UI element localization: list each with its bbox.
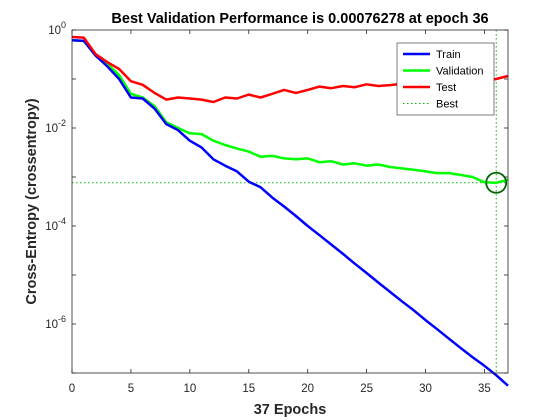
x-tick-label: 30	[419, 383, 432, 395]
x-axis-ticks: 0 5 10 15 20 25 30 35	[69, 30, 491, 395]
y-tick-base: 10	[48, 25, 61, 37]
legend-label-test: Test	[436, 82, 456, 94]
x-tick-label: 10	[183, 383, 196, 395]
legend-label-validation: Validation	[436, 66, 484, 78]
series-line-train	[71, 38, 509, 387]
legend: Train Validation Test Best	[396, 42, 495, 116]
x-tick-label: 20	[301, 383, 314, 395]
plot-frame	[71, 29, 509, 374]
y-tick-label: 10-6	[45, 314, 66, 331]
legend-label-best: Best	[436, 99, 458, 111]
y-tick-exponent: -6	[58, 314, 66, 324]
y-tick-exponent: 0	[61, 20, 66, 30]
best-marker-group	[485, 171, 508, 194]
y-tick-base: 10	[45, 123, 58, 135]
y-tick-base: 10	[45, 319, 58, 331]
chart-title: Best Validation Performance is 0.0007627…	[111, 11, 488, 27]
x-tick-label: 15	[242, 383, 255, 395]
y-axis-label: Cross-Entropy (crossentropy)	[24, 98, 40, 304]
legend-label-train: Train	[436, 49, 461, 61]
y-tick-label: 10-2	[45, 118, 66, 135]
x-tick-label: 5	[128, 383, 134, 395]
x-tick-label: 0	[69, 383, 75, 395]
y-tick-label: 10-4	[45, 216, 66, 233]
x-axis-label: 37 Epochs	[254, 402, 327, 418]
y-tick-base: 10	[45, 221, 58, 233]
x-tick-label: 35	[478, 383, 491, 395]
x-tick-label: 25	[360, 383, 373, 395]
y-tick-exponent: -2	[58, 118, 66, 128]
y-tick-label: 100	[48, 20, 66, 37]
best-lines	[72, 30, 508, 373]
y-tick-exponent: -4	[58, 216, 66, 226]
best-point-marker	[485, 171, 508, 194]
